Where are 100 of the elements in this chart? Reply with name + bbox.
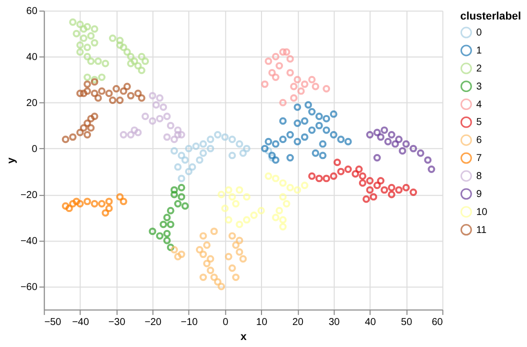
point bbox=[221, 133, 229, 141]
point bbox=[286, 55, 294, 63]
point bbox=[279, 216, 287, 224]
point bbox=[290, 82, 298, 90]
point bbox=[322, 174, 330, 182]
point bbox=[84, 22, 92, 30]
point bbox=[300, 182, 308, 190]
point bbox=[163, 112, 171, 120]
point bbox=[232, 274, 240, 282]
legend-label: 9 bbox=[476, 188, 482, 200]
legend-label: 10 bbox=[476, 206, 488, 218]
point bbox=[402, 184, 410, 192]
x-tick-label: −10 bbox=[180, 316, 198, 328]
point bbox=[163, 230, 171, 238]
point bbox=[334, 158, 341, 166]
point bbox=[344, 166, 352, 173]
point bbox=[170, 246, 178, 254]
point bbox=[242, 216, 250, 224]
point bbox=[388, 190, 396, 198]
point bbox=[352, 170, 360, 178]
point bbox=[170, 147, 178, 155]
point bbox=[163, 133, 171, 141]
point bbox=[373, 128, 381, 136]
point bbox=[377, 177, 384, 184]
point bbox=[268, 152, 276, 160]
x-tick-label: −20 bbox=[144, 316, 162, 328]
y-tick-label: 40 bbox=[26, 52, 38, 64]
point bbox=[370, 193, 378, 201]
point bbox=[163, 214, 171, 222]
x-axis-title: x bbox=[240, 330, 247, 343]
point bbox=[322, 85, 330, 92]
point bbox=[163, 236, 171, 244]
point bbox=[178, 174, 186, 182]
point bbox=[127, 131, 134, 138]
point bbox=[264, 147, 272, 155]
point bbox=[62, 136, 70, 144]
point bbox=[264, 172, 272, 180]
point bbox=[84, 120, 92, 127]
point bbox=[84, 44, 92, 52]
point bbox=[286, 68, 294, 76]
point bbox=[90, 39, 98, 47]
point bbox=[272, 174, 280, 182]
x-tick-label: −30 bbox=[108, 316, 126, 328]
point bbox=[424, 156, 432, 164]
point bbox=[236, 140, 244, 148]
point bbox=[236, 248, 244, 256]
point bbox=[174, 163, 182, 171]
point bbox=[200, 250, 207, 258]
point bbox=[362, 195, 370, 203]
point bbox=[108, 96, 116, 104]
point bbox=[174, 126, 182, 134]
point bbox=[358, 172, 366, 180]
point bbox=[294, 186, 302, 194]
point bbox=[160, 220, 168, 228]
point bbox=[330, 110, 338, 118]
point bbox=[123, 48, 131, 56]
point bbox=[214, 278, 222, 286]
point bbox=[337, 136, 345, 144]
point bbox=[200, 274, 207, 282]
point bbox=[90, 90, 98, 98]
legend-label: 0 bbox=[476, 28, 482, 39]
point bbox=[127, 52, 134, 60]
point bbox=[138, 66, 146, 74]
point bbox=[102, 60, 110, 68]
x-tick-label: 0 bbox=[222, 316, 229, 328]
point bbox=[62, 202, 70, 210]
point bbox=[272, 52, 280, 60]
point bbox=[76, 20, 84, 28]
legend-label: 4 bbox=[476, 99, 482, 110]
point bbox=[120, 44, 128, 52]
y-axis-title: y bbox=[5, 156, 18, 164]
point bbox=[279, 98, 287, 106]
point bbox=[138, 94, 146, 102]
point bbox=[297, 87, 305, 95]
point bbox=[319, 152, 326, 160]
point bbox=[355, 166, 363, 173]
point bbox=[138, 52, 146, 60]
point bbox=[127, 92, 134, 100]
point bbox=[330, 172, 338, 180]
point bbox=[178, 250, 186, 258]
legend-label: 11 bbox=[476, 224, 487, 236]
point bbox=[102, 209, 110, 217]
point bbox=[366, 131, 374, 138]
legend-label: 6 bbox=[476, 135, 482, 146]
x-tick-label: 40 bbox=[364, 316, 376, 328]
point bbox=[257, 206, 265, 214]
point bbox=[148, 92, 156, 100]
point bbox=[84, 52, 92, 60]
point bbox=[322, 126, 330, 134]
point bbox=[428, 166, 436, 173]
y-tick-label: 20 bbox=[26, 98, 38, 110]
point bbox=[90, 78, 98, 86]
legend-label: 1 bbox=[476, 45, 482, 56]
point bbox=[170, 190, 178, 198]
point bbox=[84, 80, 92, 88]
point bbox=[315, 174, 323, 182]
point bbox=[261, 80, 269, 88]
point bbox=[214, 131, 222, 138]
point bbox=[294, 76, 302, 84]
point bbox=[69, 133, 77, 141]
